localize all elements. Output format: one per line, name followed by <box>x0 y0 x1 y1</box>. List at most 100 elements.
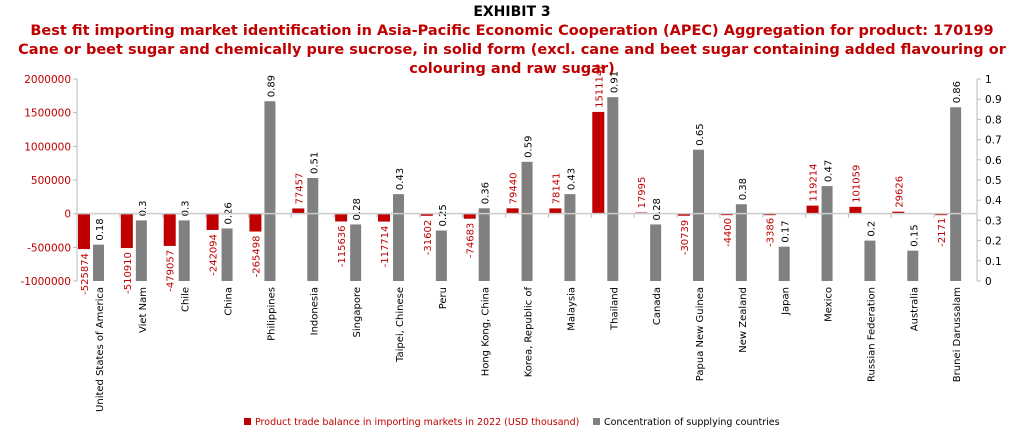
concentration-label: 0.2 <box>866 221 877 237</box>
trade-balance-label: 1511142 <box>594 63 605 108</box>
concentration-bar <box>950 107 962 281</box>
trade-balance-label: 79440 <box>509 173 520 205</box>
trade-balance-label: -242094 <box>209 234 220 276</box>
trade-balance-bar <box>549 208 562 214</box>
left-tick-label: 2000000 <box>24 74 71 86</box>
left-tick-label: 1500000 <box>24 108 71 120</box>
concentration-label: 0.25 <box>438 204 449 226</box>
trade-balance-bar <box>78 213 90 250</box>
left-tick-label: 500000 <box>31 175 71 187</box>
concentration-bar <box>264 101 276 281</box>
concentration-label: 0.17 <box>781 220 792 242</box>
legend-label-concentration: Concentration of supplying countries <box>604 417 780 428</box>
concentration-bar <box>907 250 919 281</box>
category-label: Japan <box>781 287 792 316</box>
trade-balance-label: -3386 <box>766 218 777 247</box>
left-tick-label: 1000000 <box>24 141 71 153</box>
right-tick-label: 0.4 <box>985 195 1002 207</box>
concentration-label: 0.15 <box>909 224 920 246</box>
concentration-label: 0.59 <box>524 136 535 158</box>
concentration-label: 0.43 <box>566 168 577 190</box>
concentration-bar <box>478 208 490 281</box>
legend-swatch-trade-balance <box>244 418 251 425</box>
concentration-label: 0.43 <box>395 168 406 190</box>
category-label: Malaysia <box>566 287 577 331</box>
trade-balance-bar <box>163 213 176 246</box>
category-label: Russian Federation <box>866 287 877 382</box>
concentration-bar <box>307 177 319 281</box>
trade-balance-label: -4400 <box>723 218 734 247</box>
category-label: Indonesia <box>309 287 320 335</box>
trade-balance-bar <box>592 111 605 214</box>
category-label: Korea, Republic of <box>524 287 535 378</box>
trade-balance-label: -115636 <box>337 225 348 267</box>
concentration-label: 0.36 <box>481 182 492 204</box>
concentration-label: 0.38 <box>738 178 749 200</box>
trade-balance-bar <box>249 213 262 232</box>
category-label: New Zealand <box>738 287 749 353</box>
trade-balance-label: -2171 <box>937 218 948 247</box>
legend-swatch-concentration <box>593 418 600 425</box>
concentration-bar <box>521 161 533 281</box>
trade-balance-bar <box>420 213 433 216</box>
concentration-bar <box>435 230 447 281</box>
category-label: Hong Kong, China <box>481 287 492 376</box>
category-label: Australia <box>909 287 920 331</box>
concentration-bar <box>350 224 362 281</box>
concentration-label: 0.18 <box>95 218 106 240</box>
category-label: Chile <box>181 287 192 312</box>
trade-balance-bar <box>378 213 390 222</box>
concentration-label: 0.51 <box>309 152 320 174</box>
category-label: Thailand <box>609 287 620 331</box>
right-tick-label: 0.9 <box>985 94 1002 106</box>
concentration-label: 0.89 <box>266 75 277 97</box>
left-tick-label: 0 <box>64 209 71 221</box>
concentration-bar <box>735 204 747 281</box>
right-tick-label: 0.7 <box>985 135 1002 147</box>
trade-balance-label: -510910 <box>123 252 134 294</box>
trade-balance-label: -31602 <box>423 220 434 255</box>
trade-balance-bar <box>292 208 305 214</box>
right-tick-label: 0.3 <box>985 215 1002 227</box>
concentration-label: 0.28 <box>652 198 663 220</box>
right-tick-label: 0 <box>985 276 992 288</box>
concentration-label: 0.47 <box>824 160 835 182</box>
exhibit-label: EXHIBIT 3 <box>473 4 551 20</box>
chart-title: Best fit importing market identification… <box>18 23 1006 77</box>
trade-balance-label: -117714 <box>380 226 391 268</box>
trade-balance-bar <box>120 213 133 249</box>
right-tick-label: 0.6 <box>985 155 1002 167</box>
category-label: Philippines <box>266 287 277 341</box>
category-label: Canada <box>652 287 663 325</box>
category-label: Mexico <box>824 287 835 322</box>
concentration-bar <box>564 194 576 281</box>
trade-balance-label: 101059 <box>851 165 862 203</box>
category-label: Viet Nam <box>138 287 149 333</box>
trade-balance-bar <box>206 213 219 230</box>
trade-balance-bar <box>463 213 476 219</box>
right-tick-label: 0.8 <box>985 114 1002 126</box>
category-label: Peru <box>438 287 449 309</box>
trade-balance-label: 29626 <box>894 176 905 208</box>
category-label: Papua New Guinea <box>695 287 706 381</box>
category-label: Singapore <box>352 287 363 337</box>
right-tick-label: 0.2 <box>985 236 1002 248</box>
concentration-bar <box>93 244 104 281</box>
concentration-bar <box>821 186 833 281</box>
trade-balance-bar <box>335 213 348 222</box>
concentration-bar <box>864 240 876 281</box>
concentration-bar <box>393 194 404 281</box>
category-label: Taipei, Chinese <box>395 287 406 363</box>
legend-label-trade-balance: Product trade balance in importing marke… <box>255 417 579 428</box>
concentration-bar <box>607 97 619 282</box>
trade-balance-label: -265498 <box>251 236 262 278</box>
trade-balance-bar <box>892 211 905 214</box>
trade-balance-bar <box>506 208 519 214</box>
left-tick-label: -500000 <box>27 242 71 254</box>
trade-balance-label: -30739 <box>680 220 691 255</box>
concentration-bar <box>693 149 704 281</box>
concentration-bar <box>650 224 662 281</box>
concentration-label: 0.3 <box>138 200 149 216</box>
concentration-bar <box>221 228 233 281</box>
